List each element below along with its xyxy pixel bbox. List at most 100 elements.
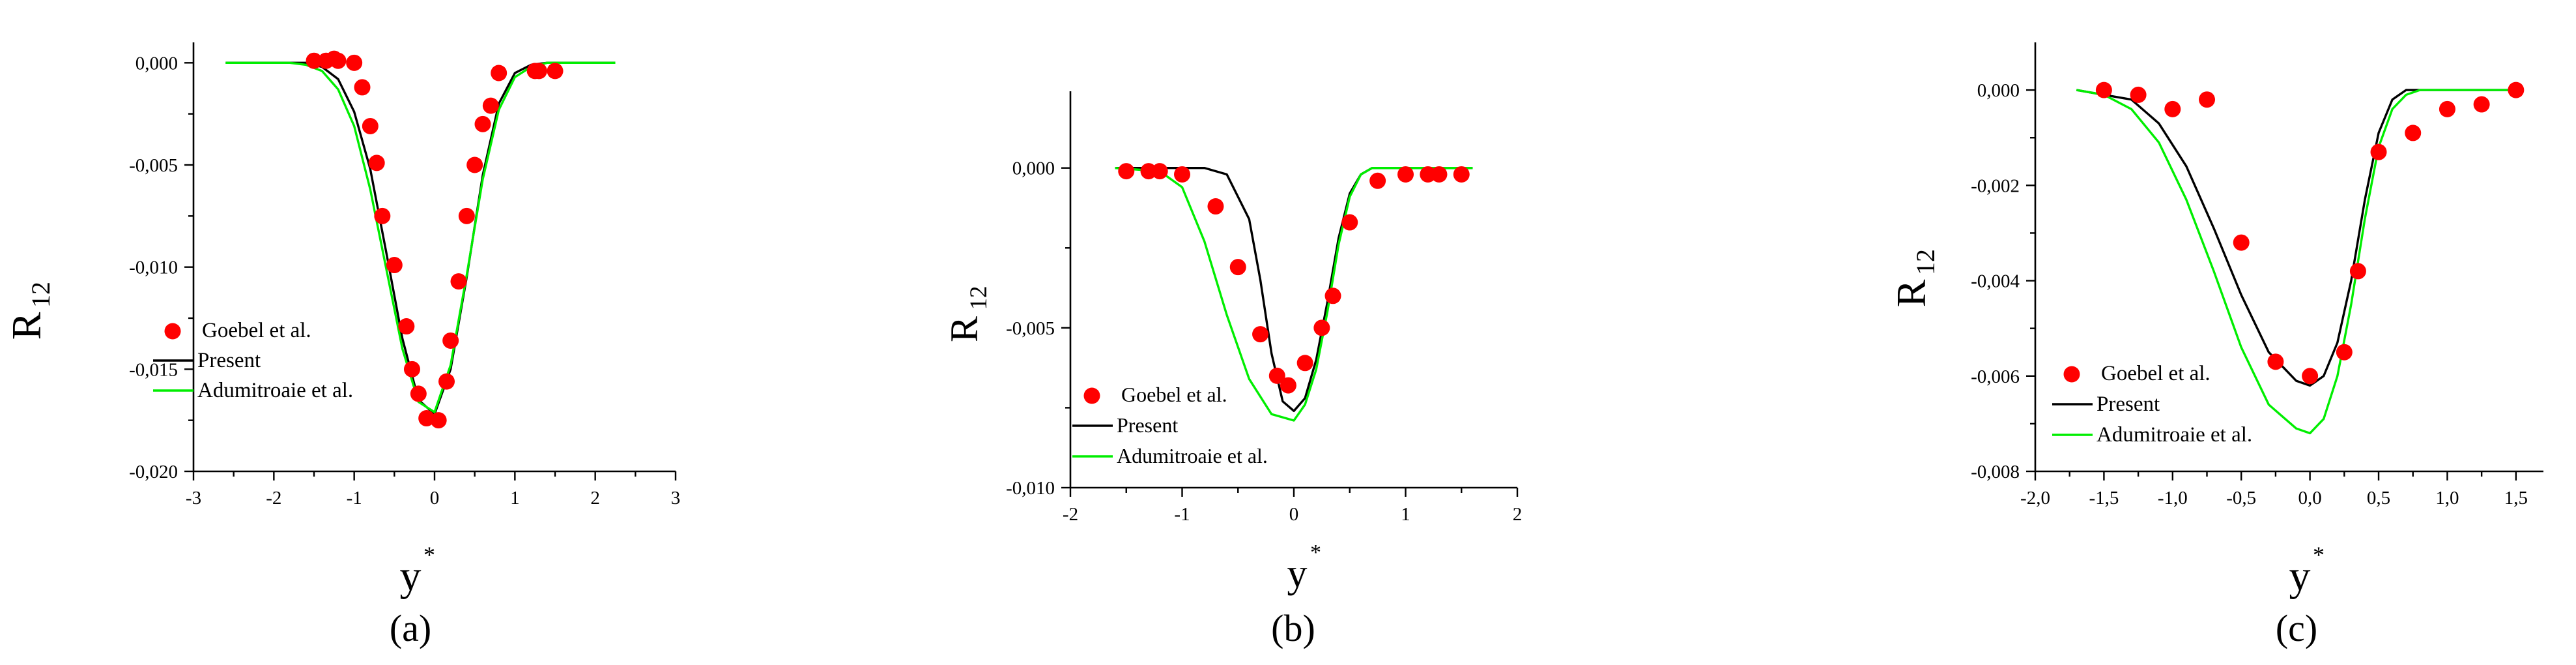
x-tick-label: 3 — [671, 488, 681, 509]
y-axis-title: R 12 — [3, 282, 55, 340]
data-point-goebel — [346, 54, 363, 71]
x-tick-label: -2 — [1063, 504, 1078, 525]
data-point-goebel — [2349, 263, 2366, 280]
data-point-goebel — [1229, 259, 1246, 276]
x-tick-label: -1 — [347, 488, 362, 509]
y-axis-title-main: R — [3, 312, 50, 340]
y-tick-label: -0,002 — [1971, 175, 2020, 196]
x-tick-label: 1,5 — [2504, 488, 2528, 509]
data-point-goebel — [2267, 353, 2284, 370]
x-axis-title: y — [1287, 552, 1308, 596]
y-tick-label: -0,015 — [129, 359, 178, 380]
legend: Goebel et al. Present Adumitroaie et al. — [153, 319, 353, 402]
panel-label: (a) — [390, 607, 431, 649]
data-point-goebel — [530, 63, 547, 80]
data-point-goebel — [418, 410, 435, 427]
chart-panel-1: -3 -2 -1 0 1 2 30,000-0,005-0,010-0,015-0,020G… — [3, 42, 680, 649]
data-point-goebel — [547, 63, 564, 80]
legend-label: Present — [2097, 392, 2160, 416]
data-point-goebel — [2302, 368, 2319, 385]
data-point-goebel — [2508, 81, 2525, 98]
y-tick-label: -0,004 — [1971, 271, 2020, 292]
x-axis-title-superscript: * — [2313, 542, 2325, 568]
data-point-goebel — [398, 318, 415, 335]
y-axis-title: R 12 — [943, 286, 992, 343]
y-tick-label: 0,000 — [1012, 158, 1055, 179]
x-axis-title-superscript: * — [423, 542, 435, 568]
data-point-goebel — [362, 117, 379, 134]
y-axis-title-subscript: 12 — [26, 282, 55, 308]
x-tick-label: 0,5 — [2367, 488, 2390, 509]
legend-marker-goebel — [1083, 387, 1100, 404]
data-point-goebel — [482, 97, 499, 114]
data-point-goebel — [2370, 143, 2387, 160]
y-axis-title-subscript: 12 — [1911, 249, 1940, 275]
data-point-goebel — [374, 207, 391, 224]
legend-label: Present — [1117, 413, 1178, 437]
data-point-goebel — [1369, 172, 1386, 189]
panel-label: (b) — [1271, 607, 1315, 649]
x-tick-label: -3 — [186, 488, 201, 509]
data-point-goebel — [2405, 125, 2422, 141]
y-tick-label: 0,000 — [136, 53, 178, 74]
y-axis-title-main: R — [1888, 279, 1934, 307]
legend: Goebel et al. Present Adumitroaie et al. — [1072, 383, 1268, 467]
x-tick-label: -1,0 — [2158, 488, 2188, 509]
x-tick-label: 0 — [430, 488, 440, 509]
y-axis-title-main: R — [943, 316, 986, 342]
series-line-present — [2076, 89, 2516, 387]
y-tick-label: -0,006 — [1971, 366, 2020, 387]
legend-label: Goebel et al. — [2101, 362, 2211, 385]
legend: Goebel et al. Present Adumitroaie et al. — [2052, 362, 2252, 447]
x-tick-label: -1 — [1174, 504, 1190, 525]
data-point-goebel — [458, 207, 475, 224]
data-point-goebel — [2473, 96, 2490, 113]
legend-label: Adumitroaie et al. — [2097, 423, 2252, 447]
data-point-goebel — [1431, 166, 1448, 183]
data-point-goebel — [1252, 326, 1269, 343]
series-line-present — [225, 61, 616, 415]
x-axis-title-superscript: * — [1310, 540, 1321, 565]
data-point-goebel — [1280, 377, 1296, 394]
data-point-goebel — [1313, 319, 1330, 336]
y-tick-label: 0,000 — [1977, 80, 2020, 101]
legend-label: Present — [197, 349, 261, 372]
series-line-adumitroaie — [225, 61, 616, 413]
data-point-goebel — [450, 273, 467, 290]
data-point-goebel — [403, 361, 420, 377]
panel-label: (c) — [2276, 607, 2317, 649]
y-tick-label: -0,020 — [129, 462, 178, 482]
data-point-goebel — [2439, 100, 2455, 117]
data-point-goebel — [491, 65, 508, 81]
data-point-goebel — [2233, 234, 2250, 251]
legend-label: Adumitroaie et al. — [1117, 444, 1268, 467]
data-point-goebel — [1397, 166, 1414, 183]
chart-panel-3: -2,0 -1,5 -1,0 -0,5 0,0 0,5 1,0 1,5 0,000 -0,002 -… — [1888, 42, 2543, 649]
data-point-goebel — [1420, 166, 1437, 183]
y-axis-title-subscript: 12 — [966, 286, 992, 310]
x-axis-title: y — [2289, 552, 2311, 600]
legend-label: Goebel et al. — [202, 319, 311, 342]
data-point-goebel — [2336, 344, 2353, 361]
x-tick-label: 2 — [590, 488, 600, 509]
x-tick-label: 1 — [510, 488, 520, 509]
y-axis-title: R 12 — [1888, 249, 1940, 307]
data-point-goebel — [1324, 288, 1341, 304]
data-point-goebel — [1151, 163, 1168, 180]
data-point-goebel — [354, 79, 371, 96]
data-point-goebel — [438, 373, 455, 390]
data-point-goebel — [386, 257, 403, 274]
y-tick-label: -0,010 — [1006, 478, 1055, 499]
data-point-goebel — [442, 332, 459, 349]
data-point-goebel — [2199, 91, 2216, 108]
data-point-goebel — [1118, 163, 1135, 180]
x-axis-title: y — [400, 552, 422, 600]
data-point-goebel — [2095, 81, 2112, 98]
y-tick-label: -0,005 — [129, 155, 178, 176]
data-point-goebel — [306, 52, 322, 69]
data-point-goebel — [330, 52, 347, 69]
legend-label: Goebel et al. — [1121, 383, 1227, 406]
y-tick-label: -0,010 — [129, 258, 178, 278]
data-point-goebel — [2130, 86, 2147, 103]
